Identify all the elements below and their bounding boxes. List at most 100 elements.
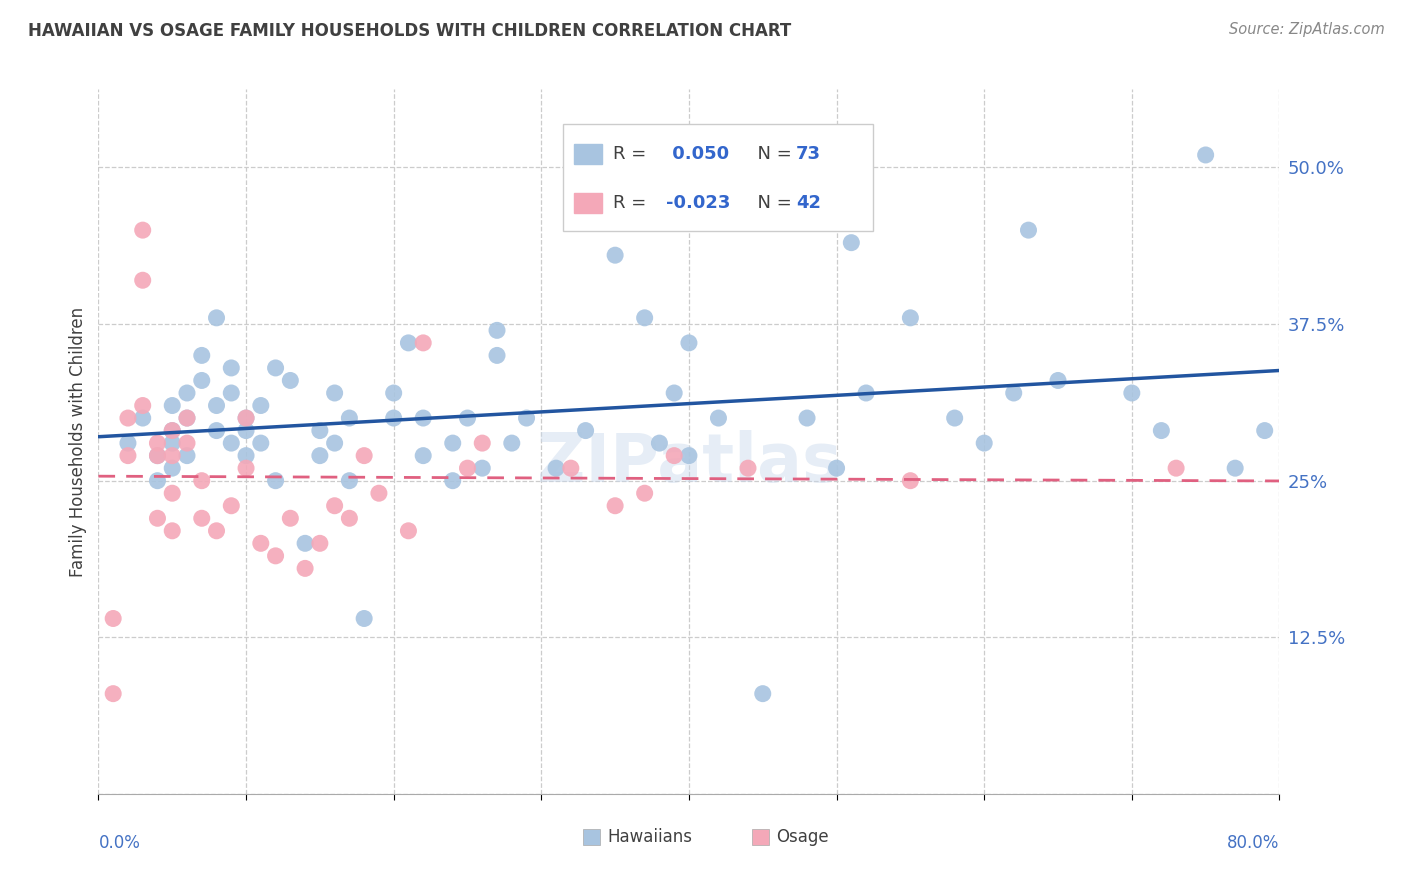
Point [205, 310, 228, 325]
Point [339, 511, 361, 525]
Point [235, 411, 257, 425]
Point [235, 461, 257, 475]
Point [221, 360, 243, 375]
Point [264, 549, 287, 563]
Point [162, 449, 183, 463]
Point [339, 411, 361, 425]
Point [117, 436, 139, 450]
Point [132, 273, 155, 287]
Point [546, 461, 568, 475]
Point [1150, 424, 1173, 438]
Point [412, 449, 434, 463]
Point [412, 335, 434, 350]
Point [235, 424, 257, 438]
Point [398, 335, 420, 350]
Text: HAWAIIAN VS OSAGE FAMILY HOUSEHOLDS WITH CHILDREN CORRELATION CHART: HAWAIIAN VS OSAGE FAMILY HOUSEHOLDS WITH… [28, 22, 792, 40]
Point [264, 360, 287, 375]
Text: Hawaiians: Hawaiians [607, 828, 692, 846]
Point [250, 436, 273, 450]
Point [146, 449, 169, 463]
Point [176, 436, 198, 450]
Point [280, 374, 302, 388]
Point [103, 687, 125, 701]
Point [441, 474, 464, 488]
Point [825, 461, 848, 475]
Point [678, 449, 700, 463]
Point [250, 399, 273, 413]
Text: -0.023: -0.023 [666, 194, 731, 212]
Point [221, 499, 243, 513]
Point [162, 486, 183, 500]
Point [973, 436, 995, 450]
Point [132, 411, 155, 425]
Text: Osage: Osage [776, 828, 828, 846]
Text: N =: N = [747, 194, 799, 212]
Point [1002, 386, 1025, 401]
Point [146, 511, 169, 525]
Point [398, 524, 420, 538]
Point [132, 399, 155, 413]
Point [634, 310, 657, 325]
Point [1166, 461, 1188, 475]
Point [648, 436, 671, 450]
Point [191, 374, 214, 388]
Point [855, 386, 877, 401]
Point [162, 399, 183, 413]
Point [309, 449, 332, 463]
Point [943, 411, 966, 425]
Point [486, 323, 509, 337]
Point [605, 499, 627, 513]
Point [382, 411, 405, 425]
Point [441, 436, 464, 450]
Point [457, 411, 479, 425]
Point [382, 386, 405, 401]
Point [191, 348, 214, 362]
Point [162, 424, 183, 438]
Point [309, 536, 332, 550]
Text: Source: ZipAtlas.com: Source: ZipAtlas.com [1229, 22, 1385, 37]
Point [117, 411, 139, 425]
Point [737, 461, 759, 475]
Point [664, 386, 686, 401]
Point [221, 436, 243, 450]
Point [353, 611, 375, 625]
Point [634, 486, 657, 500]
Point [221, 386, 243, 401]
FancyBboxPatch shape [583, 829, 600, 845]
Text: ZIPatlas: ZIPatlas [537, 430, 841, 496]
Point [309, 424, 332, 438]
Point [280, 511, 302, 525]
FancyBboxPatch shape [752, 829, 769, 845]
Point [132, 223, 155, 237]
Point [117, 449, 139, 463]
Point [323, 499, 346, 513]
Point [486, 348, 509, 362]
Point [323, 436, 346, 450]
Point [1046, 374, 1070, 388]
Point [1195, 148, 1218, 162]
Point [162, 524, 183, 538]
Point [162, 436, 183, 450]
Point [176, 386, 198, 401]
Point [191, 511, 214, 525]
Point [235, 411, 257, 425]
Point [146, 449, 169, 463]
Point [191, 474, 214, 488]
Point [176, 411, 198, 425]
Point [146, 474, 169, 488]
Point [339, 474, 361, 488]
Text: 73: 73 [796, 145, 821, 163]
Text: 42: 42 [796, 194, 821, 212]
Point [176, 411, 198, 425]
Point [146, 436, 169, 450]
Point [162, 424, 183, 438]
Y-axis label: Family Households with Children: Family Households with Children [69, 307, 87, 576]
Point [516, 411, 538, 425]
Point [264, 474, 287, 488]
Point [900, 310, 922, 325]
Point [205, 399, 228, 413]
Point [205, 524, 228, 538]
Point [560, 461, 582, 475]
FancyBboxPatch shape [562, 124, 873, 231]
Point [707, 411, 730, 425]
